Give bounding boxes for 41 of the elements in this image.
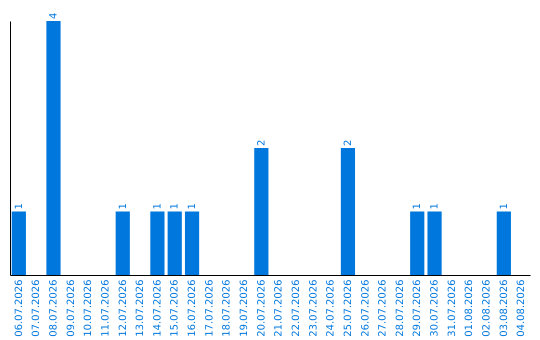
data-label: 1 (170, 203, 181, 210)
x-tick-label: 08.07.2026 (48, 280, 60, 337)
x-tick-label: 19.07.2026 (239, 280, 250, 337)
x-tick-label: 09.07.2026 (66, 280, 77, 337)
data-label: 1 (430, 203, 441, 210)
data-label: 1 (118, 203, 129, 210)
x-tick-label: 11.07.2026 (100, 280, 112, 337)
x-tick-label: 17.07.2026 (204, 280, 216, 337)
data-label: 2 (342, 140, 354, 146)
x-tick-label: 14.07.2026 (152, 280, 164, 337)
x-tick-label: 18.07.2026 (222, 280, 233, 337)
x-tick-label: 12.07.2026 (118, 280, 129, 337)
data-label: 1 (187, 203, 198, 210)
x-tick-label: 07.07.2026 (31, 280, 42, 337)
x-tick-label: 04.08.2026 (516, 280, 528, 337)
x-tick-label: 01.08.2026 (464, 280, 476, 337)
data-label: 1 (498, 203, 510, 210)
data-label: 1 (14, 203, 25, 210)
x-tick-label: 21.07.2026 (274, 280, 285, 337)
data-label: 2 (256, 140, 268, 146)
x-tick-label: 02.08.2026 (482, 280, 493, 337)
x-tick-label: 23.07.2026 (308, 280, 320, 337)
x-tick-label: 22.07.2026 (290, 280, 302, 337)
x-tick-label: 06.07.2026 (14, 280, 25, 337)
x-tick-label: 15.07.2026 (170, 280, 181, 337)
data-label: 4 (48, 12, 60, 19)
x-tick-label: 24.07.2026 (326, 280, 337, 337)
data-label: 1 (412, 203, 424, 210)
x-tick-label: 27.07.2026 (378, 280, 389, 337)
x-tick-label: 28.07.2026 (394, 280, 406, 337)
x-tick-label: 13.07.2026 (135, 280, 146, 337)
x-tick-label: 25.07.2026 (342, 280, 354, 337)
x-tick-label: 31.07.2026 (446, 280, 458, 337)
x-tick-label: 10.07.2026 (83, 280, 94, 337)
x-tick-label: 30.07.2026 (430, 280, 441, 337)
data-label: 1 (152, 203, 164, 210)
x-tick-label: 20.07.2026 (256, 280, 268, 337)
x-tick-label: 16.07.2026 (187, 280, 198, 337)
x-tick-label: 03.08.2026 (498, 280, 510, 337)
x-tick-label: 29.07.2026 (412, 280, 424, 337)
x-tick-label: 26.07.2026 (360, 280, 372, 337)
